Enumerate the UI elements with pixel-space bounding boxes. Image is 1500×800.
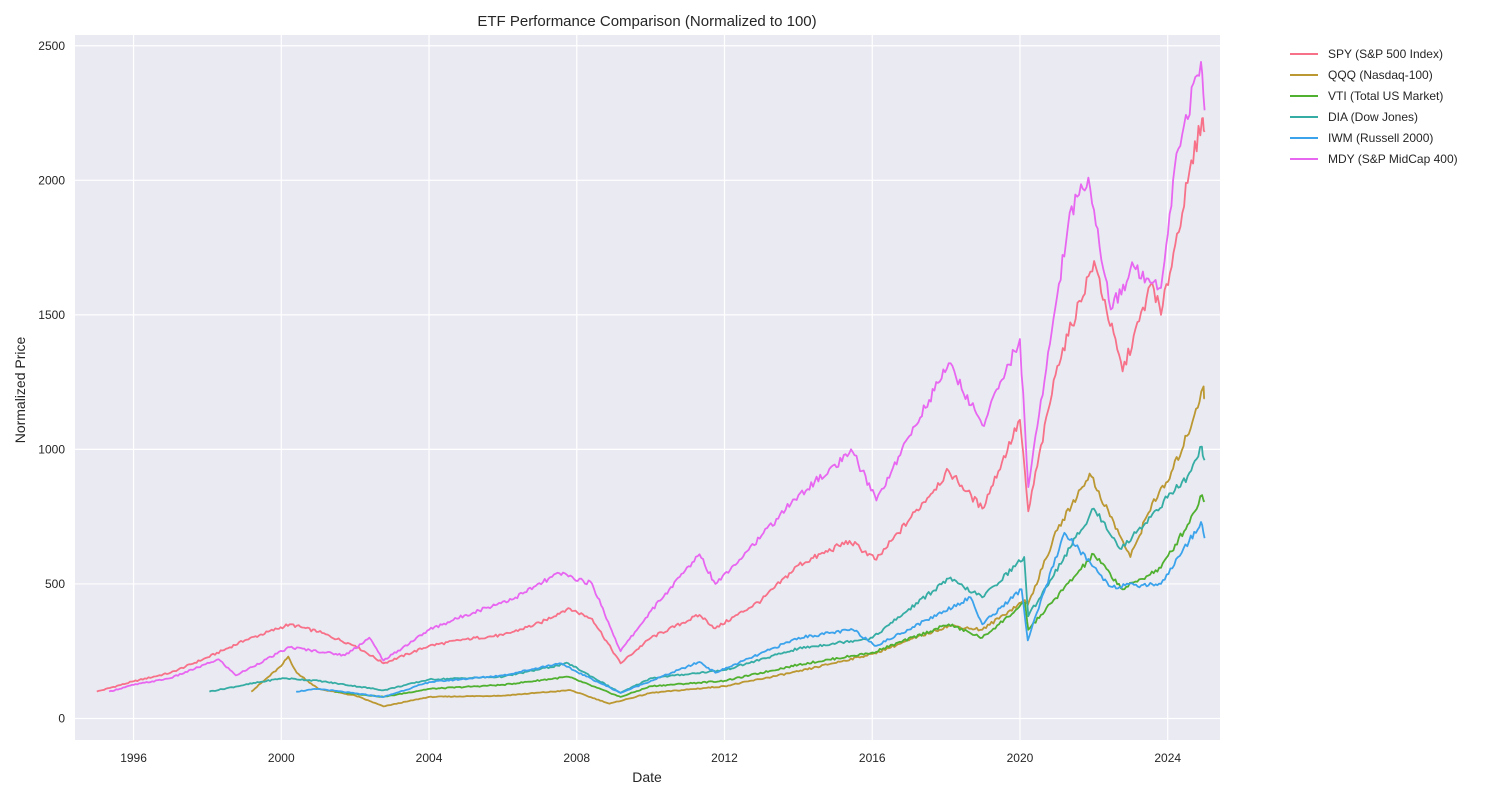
series-line-3: [209, 445, 1206, 694]
y-tick-label: 1000: [38, 442, 65, 456]
x-axis-tick-labels: 1996 2000 2004 2008 2012 2016 2020 2024: [120, 751, 1181, 765]
x-axis-label: Date: [632, 769, 662, 785]
y-axis-tick-labels: 0 500 1000 1500 2000 2500: [38, 39, 65, 726]
y-tick-label: 500: [45, 577, 65, 591]
x-tick-label: 2024: [1154, 751, 1181, 765]
y-tick-label: 2500: [38, 39, 65, 53]
y-tick-label: 0: [58, 711, 65, 725]
y-axis-label: Normalized Price: [12, 336, 28, 443]
chart-title: ETF Performance Comparison (Normalized t…: [477, 13, 816, 30]
legend-label: VTI (Total US Market): [1328, 89, 1443, 103]
legend-label: IWM (Russell 2000): [1328, 131, 1433, 145]
legend-label: QQQ (Nasdaq-100): [1328, 68, 1433, 82]
x-tick-label: 2012: [711, 751, 738, 765]
legend-label: MDY (S&P MidCap 400): [1328, 152, 1458, 166]
series-line-5: [108, 61, 1206, 693]
series-line-2: [334, 494, 1206, 698]
x-tick-label: 2000: [268, 751, 295, 765]
grid-lines: [75, 35, 1220, 740]
y-tick-label: 1500: [38, 308, 65, 322]
x-tick-label: 2016: [859, 751, 886, 765]
legend: SPY (S&P 500 Index) QQQ (Nasdaq-100) VTI (…: [1290, 47, 1458, 166]
y-tick-label: 2000: [38, 173, 65, 187]
x-tick-label: 2020: [1007, 751, 1034, 765]
series-lines: [96, 61, 1206, 708]
plot-background: [75, 35, 1220, 740]
x-tick-label: 1996: [120, 751, 147, 765]
series-line-4: [296, 521, 1206, 698]
legend-label: DIA (Dow Jones): [1328, 110, 1418, 124]
x-tick-label: 2004: [416, 751, 443, 765]
legend-label: SPY (S&P 500 Index): [1328, 47, 1443, 61]
x-tick-label: 2008: [563, 751, 590, 765]
series-line-0: [96, 117, 1206, 693]
series-line-1: [250, 385, 1205, 708]
